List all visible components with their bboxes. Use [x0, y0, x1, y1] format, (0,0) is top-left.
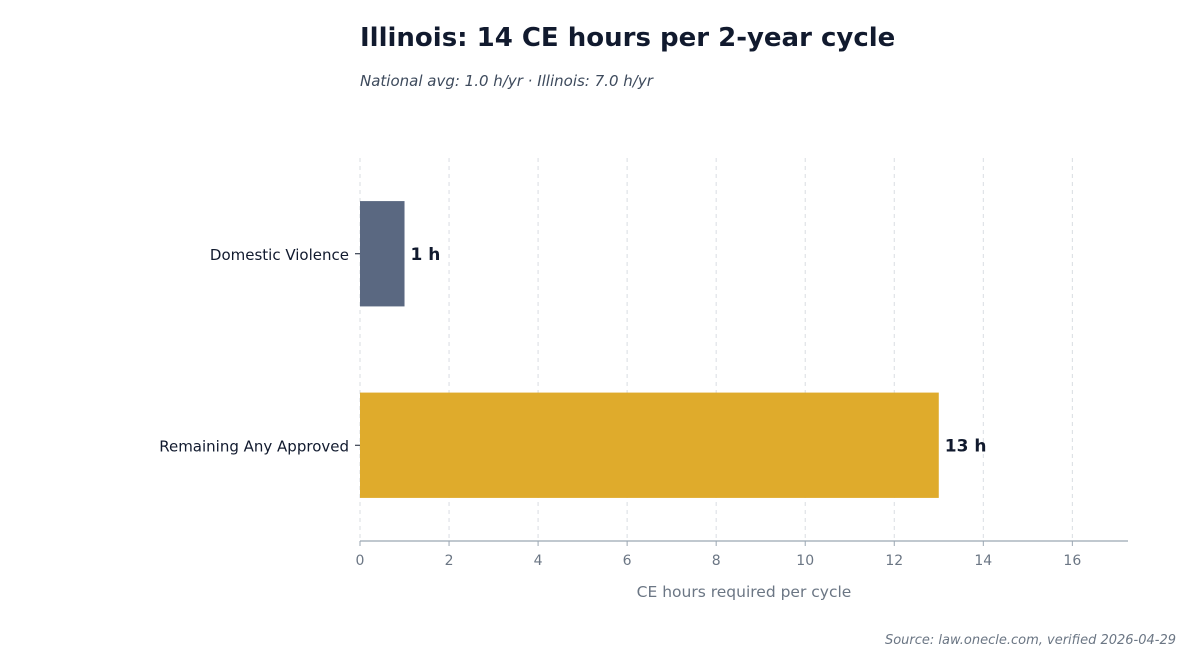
x-tick-label: 2: [445, 553, 454, 569]
chart-title: Illinois: 14 CE hours per 2-year cycle: [360, 23, 895, 53]
x-axis-label: CE hours required per cycle: [637, 583, 852, 601]
x-tick-label: 8: [712, 553, 721, 569]
x-axis: 0 2 4 6 8 10 12 14 16: [356, 540, 1128, 569]
x-tick-label: 12: [885, 553, 903, 569]
bar-value-label: 13 h: [945, 436, 987, 456]
x-tick-label: 14: [974, 553, 992, 569]
x-tick-label: 6: [623, 553, 632, 569]
bar: [360, 201, 405, 307]
x-tick-label: 16: [1063, 553, 1081, 569]
source-note: Source: law.onecle.com, verified 2026-04…: [885, 633, 1176, 648]
category-label: Remaining Any Approved: [159, 437, 349, 455]
x-tick-label: 10: [796, 553, 814, 569]
y-axis: Domestic Violence Remaining Any Approved: [159, 246, 360, 455]
category-label: Domestic Violence: [210, 246, 349, 264]
bars: 1 h 13 h: [360, 201, 986, 498]
bar-value-label: 1 h: [411, 245, 441, 265]
bar: [360, 392, 939, 498]
x-tick-label: 4: [534, 553, 543, 569]
chart-subtitle: National avg: 1.0 h/yr · Illinois: 7.0 h…: [360, 72, 654, 90]
x-tick-label: 0: [356, 553, 365, 569]
